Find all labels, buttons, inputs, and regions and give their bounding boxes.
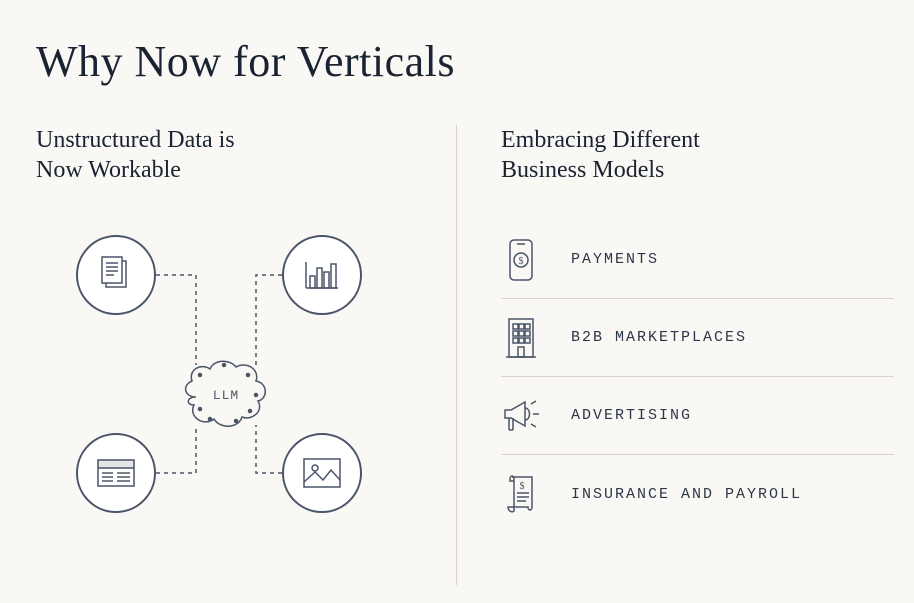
business-model-list: $ PAYMENTS <box>501 221 894 533</box>
scroll-icon: $ <box>501 472 541 516</box>
bm-label: ADVERTISING <box>571 407 692 424</box>
bm-label: INSURANCE AND PAYROLL <box>571 486 802 503</box>
bm-item-payments: $ PAYMENTS <box>501 221 894 299</box>
bm-item-insurance: $ INSURANCE AND PAYROLL <box>501 455 894 533</box>
megaphone-icon <box>501 394 541 438</box>
image-icon <box>303 458 341 488</box>
left-subtitle-line2: Now Workable <box>36 157 181 183</box>
left-subtitle-line1: Unstructured Data is <box>36 127 235 153</box>
right-subtitle-line2: Business Models <box>501 157 664 183</box>
left-subtitle: Unstructured Data is Now Workable <box>36 125 456 185</box>
table-icon <box>97 459 135 487</box>
bm-label: PAYMENTS <box>571 251 659 268</box>
bm-label: B2B MARKETPLACES <box>571 329 747 346</box>
columns: Unstructured Data is Now Workable <box>0 125 914 585</box>
right-subtitle: Embracing Different Business Models <box>501 125 894 185</box>
bar-chart-icon <box>304 260 340 290</box>
chart-node <box>282 235 362 315</box>
page-title: Why Now for Verticals <box>0 0 914 87</box>
left-column: Unstructured Data is Now Workable <box>0 125 456 585</box>
document-node <box>76 235 156 315</box>
right-column: Embracing Different Business Models $ PA… <box>456 125 914 585</box>
llm-node: LLM <box>176 355 276 435</box>
svg-text:$: $ <box>519 256 524 267</box>
payments-icon: $ <box>501 238 541 282</box>
document-icon <box>99 256 133 294</box>
right-subtitle-line1: Embracing Different <box>501 127 700 153</box>
image-node <box>282 433 362 513</box>
llm-diagram: LLM <box>36 205 416 585</box>
bm-item-advertising: ADVERTISING <box>501 377 894 455</box>
svg-text:$: $ <box>520 481 525 492</box>
llm-label: LLM <box>213 388 239 403</box>
table-node <box>76 433 156 513</box>
building-icon <box>501 316 541 360</box>
bm-item-marketplaces: B2B MARKETPLACES <box>501 299 894 377</box>
